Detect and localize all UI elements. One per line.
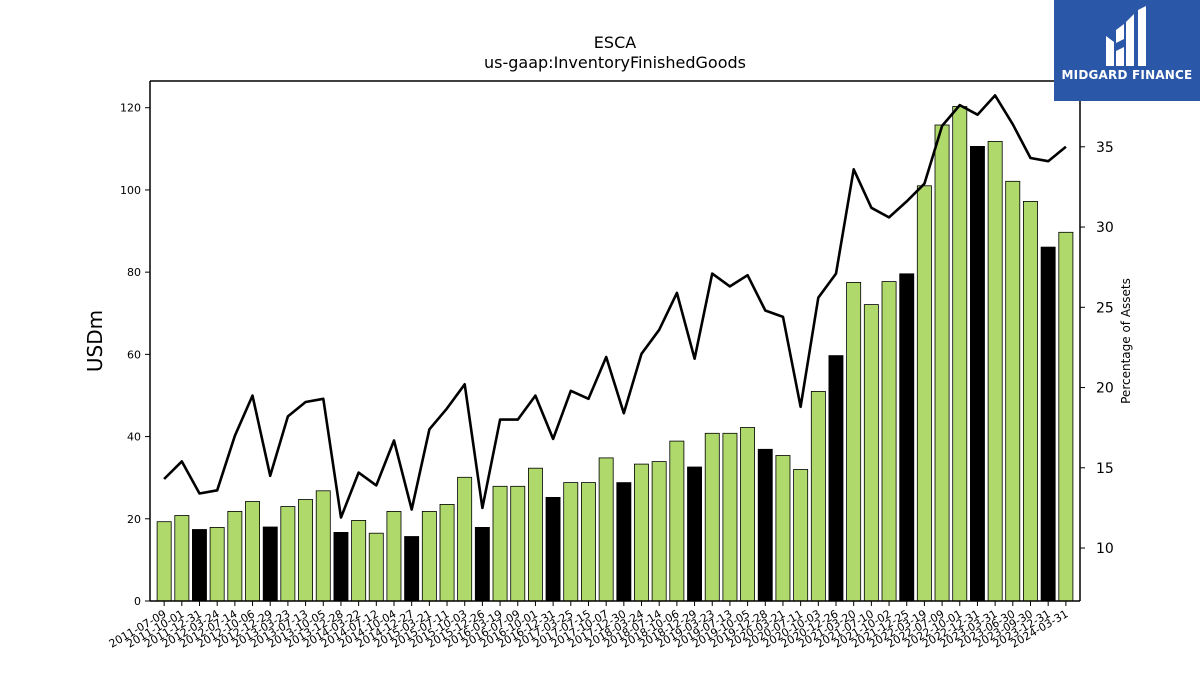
bar-2013-12-28: [333, 532, 349, 602]
bar-2015-10-03: [457, 476, 473, 602]
bar-2011-07-09: [156, 521, 172, 602]
logo-mark-icon: [1106, 6, 1146, 66]
bar-2017-03-25: [563, 482, 579, 602]
logo-text: MIDGARD FINANCE: [1061, 68, 1193, 82]
y-tick-label: 20: [127, 513, 141, 526]
bar-2023-03-31: [987, 140, 1003, 602]
bar-2014-03-22: [351, 520, 367, 602]
y-tick-label: 100: [120, 184, 141, 197]
bar-2015-12-26: [474, 527, 490, 602]
bar-2012-03-24: [209, 527, 225, 602]
bar-2021-10-02: [881, 281, 897, 602]
bar-series: [156, 106, 1074, 602]
bar-2018-10-06: [669, 440, 685, 602]
bar-2022-07-09: [934, 124, 950, 602]
y-tick-label: 60: [127, 348, 141, 361]
bar-2019-03-23: [704, 432, 720, 602]
y2-tick-label: 30: [1096, 220, 1114, 236]
y-tick-label: 40: [127, 431, 141, 444]
y-tick-label: 80: [127, 266, 141, 279]
chart-subtitle: us-gaap:InventoryFinishedGoods: [484, 53, 746, 72]
bar-2012-10-06: [245, 501, 261, 602]
bar-2023-09-30: [1023, 200, 1038, 602]
bar-2023-12-31: [1040, 246, 1056, 602]
bar-2015-07-11: [439, 503, 455, 602]
bar-2016-10-01: [528, 467, 543, 602]
bar-2018-12-29: [687, 466, 703, 602]
bar-2018-07-14: [651, 461, 667, 602]
y-tick-label: 0: [134, 595, 141, 608]
bar-2016-03-19: [492, 485, 508, 602]
percentage-line-series: [163, 94, 1067, 519]
bar-2012-12-29: [262, 526, 278, 602]
bar-2020-12-26: [828, 355, 844, 602]
bar-2016-07-09: [510, 485, 526, 602]
bar-2021-03-20: [846, 281, 862, 602]
bar-2014-07-12: [368, 532, 384, 602]
bar-2014-10-04: [386, 510, 402, 602]
y2-tick-label: 10: [1096, 541, 1114, 557]
y-tick-label: 120: [120, 102, 141, 115]
bar-2020-10-03: [810, 390, 826, 602]
bar-2012-07-14: [227, 510, 243, 602]
bar-2011-12-31: [191, 529, 207, 602]
bar-2020-03-21: [775, 455, 791, 602]
bar-2022-12-31: [970, 145, 985, 602]
bar-2024-03-31: [1058, 231, 1074, 602]
y2-axis-label: Percentage of Assets: [1119, 278, 1133, 404]
bar-2018-03-24: [634, 463, 649, 602]
bar-2013-03-23: [280, 506, 296, 602]
y2-tick-label: 15: [1096, 461, 1114, 477]
bar-2017-12-30: [616, 482, 632, 602]
bar-2021-12-25: [899, 273, 915, 602]
bar-2021-07-10: [863, 304, 879, 602]
bar-2017-07-15: [581, 482, 596, 602]
y2-tick-label: 20: [1096, 381, 1114, 397]
percentage-of-assets-line: [163, 94, 1067, 519]
bar-2017-10-07: [598, 457, 614, 602]
y2-tick-label: 25: [1096, 300, 1114, 316]
chart-title: ESCA: [594, 33, 636, 52]
bar-2020-07-11: [793, 469, 809, 602]
bar-2022-10-01: [952, 106, 968, 602]
bar-2023-06-30: [1005, 180, 1021, 602]
bar-2014-12-27: [404, 536, 420, 602]
bar-2019-12-28: [757, 448, 773, 602]
bar-2016-12-31: [545, 496, 561, 602]
midgard-finance-logo: MIDGARD FINANCE: [1054, 0, 1200, 101]
bar-2013-10-05: [315, 490, 331, 602]
y2-tick-label: 35: [1096, 140, 1114, 156]
bar-2011-10-01: [174, 515, 190, 602]
y-axis-label: USDm: [83, 310, 107, 372]
bar-2022-03-19: [916, 185, 932, 602]
bar-2019-10-05: [740, 427, 756, 602]
bar-2013-07-13: [298, 499, 314, 602]
bar-2015-03-21: [421, 510, 437, 602]
bar-2019-07-13: [722, 432, 738, 602]
